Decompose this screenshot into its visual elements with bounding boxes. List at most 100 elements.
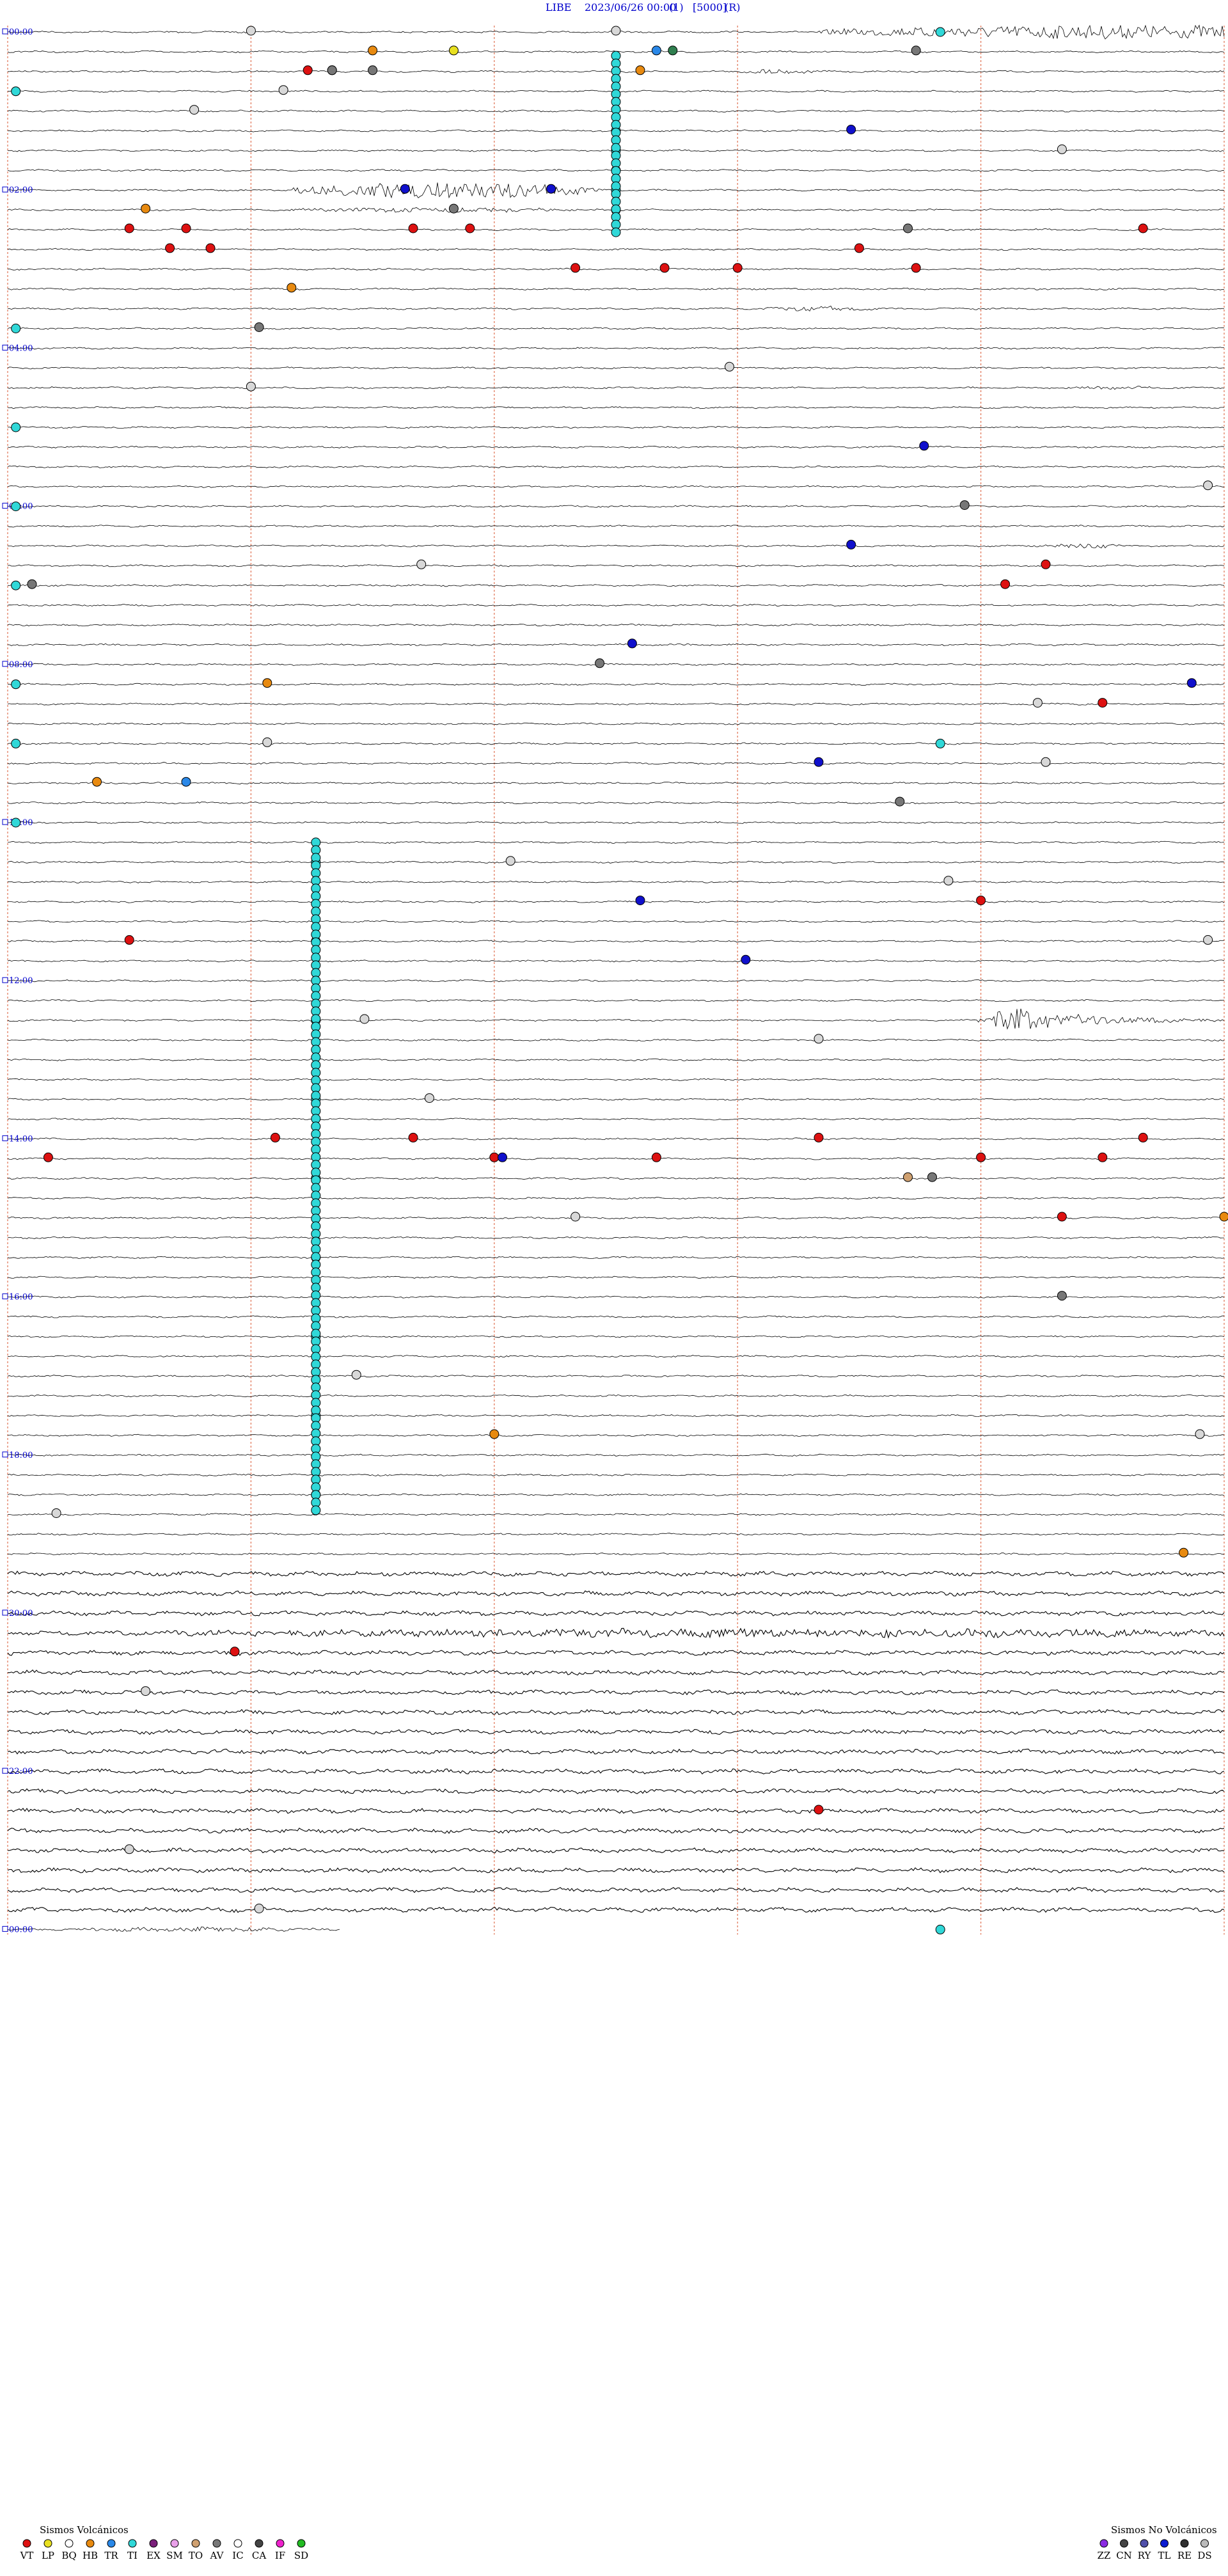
trace-row-18	[7, 386, 1225, 390]
trace-row-65	[7, 1315, 1225, 1318]
time-label-12: 00:00	[9, 1925, 33, 1934]
event-ic-118	[1057, 144, 1067, 154]
event-hb-78	[262, 678, 272, 688]
event-hb-75	[635, 65, 645, 75]
trace-row-63	[7, 1276, 1225, 1279]
legend-volcanic-swatch-ti	[128, 2539, 137, 2548]
event-av-93	[959, 500, 970, 510]
trace-row-52	[7, 1058, 1225, 1061]
event-av-96	[895, 796, 905, 807]
event-vt-12	[205, 243, 216, 253]
trace-row-74	[7, 1493, 1225, 1496]
trace-row-71	[7, 1434, 1225, 1437]
trace-row-90	[7, 1808, 1225, 1814]
trace-row-58	[7, 1177, 1225, 1180]
event-ca-107	[1186, 678, 1197, 688]
event-ti-68	[11, 324, 21, 333]
trace-row-30	[7, 623, 1225, 627]
trace-row-50	[7, 1008, 1225, 1030]
header-station: LIBE	[546, 1, 571, 13]
legend-non-volcanic-label-cn: CN	[1116, 2550, 1132, 2561]
trace-row-40	[7, 821, 1225, 825]
event-ic-120	[246, 381, 256, 391]
trace-row-53	[7, 1078, 1225, 1081]
time-label-0: 00:00	[9, 28, 33, 37]
trace-row-73	[7, 1473, 1225, 1476]
event-vt-38	[814, 1805, 824, 1815]
event-pd-142	[668, 45, 678, 56]
event-vt-14	[465, 223, 475, 233]
trace-row-87	[7, 1748, 1225, 1755]
event-hb-6	[368, 45, 378, 56]
event-ic-119	[725, 361, 734, 372]
event-vt-16	[659, 263, 670, 273]
legend-volcanic-label-bq: BQ	[61, 2550, 76, 2561]
event-ic-136	[51, 1508, 61, 1518]
time-label-10: 20:00	[9, 1609, 33, 1618]
event-ti-59	[935, 1924, 945, 1934]
trace-row-15	[7, 327, 1225, 330]
event-hb-76	[141, 203, 151, 214]
time-label-box-4	[2, 661, 8, 667]
trace-row-27	[7, 564, 1225, 567]
trace-row-33	[7, 683, 1225, 686]
trace-row-60	[7, 1216, 1225, 1220]
trace-row-44	[8, 900, 1225, 903]
trace-row-59	[7, 1196, 1225, 1200]
time-label-box-7	[2, 1135, 8, 1141]
trace-row-22	[7, 465, 1225, 468]
legend-volcanic-swatch-lp	[43, 2539, 52, 2548]
event-vt-33	[976, 896, 986, 906]
event-ti-74	[11, 818, 21, 828]
event-hb-77	[287, 283, 297, 293]
time-label-4: 08:00	[9, 660, 33, 670]
event-vt-7	[303, 65, 313, 75]
event-vt-36	[1057, 1212, 1067, 1222]
trace-row-91	[7, 1828, 1225, 1834]
event-vt-10	[181, 223, 191, 233]
event-vt-18	[854, 243, 864, 253]
event-ic-135	[1195, 1429, 1205, 1439]
trace-row-31	[7, 643, 1225, 646]
trace-row-88	[7, 1768, 1225, 1775]
legend-non-volcanic-label-ds: DS	[1197, 2550, 1211, 2561]
trace-row-89	[7, 1788, 1225, 1794]
event-ic-131	[424, 1093, 434, 1103]
trace-row-13	[7, 287, 1225, 290]
event-vt-15	[571, 263, 581, 273]
legend-volcanic-label-ex: EX	[146, 2550, 161, 2561]
trace-row-16	[7, 347, 1225, 350]
event-ca-102	[400, 184, 410, 194]
trace-row-94	[7, 1886, 1225, 1893]
legend-volcanic-label-ca: CA	[252, 2550, 266, 2561]
event-ic-140	[124, 1844, 134, 1854]
event-ti-58	[935, 738, 945, 748]
trace-row-11	[7, 248, 1225, 251]
event-tr-88	[181, 777, 191, 787]
event-ic-121	[1203, 480, 1213, 491]
event-tr-5	[651, 45, 661, 56]
trace-row-75	[8, 1513, 1225, 1516]
trace-row-42	[7, 860, 1225, 864]
event-av-95	[595, 658, 605, 668]
event-vt-9	[124, 223, 134, 233]
trace-row-49	[7, 999, 1225, 1002]
trace-row-17	[7, 367, 1225, 370]
legend-volcanic-swatch-sd	[297, 2539, 306, 2548]
trace-row-86	[7, 1728, 1225, 1735]
legend-non-volcanic-title: Sismos No Volcánicos	[1111, 2524, 1217, 2536]
event-ic-130	[814, 1034, 824, 1044]
event-to-144	[903, 1172, 913, 1182]
legend-volcanic-label-sm: SM	[166, 2550, 183, 2561]
event-ca-105	[846, 539, 856, 549]
event-ca-106	[627, 638, 637, 649]
trace-row-14	[7, 305, 1225, 312]
header-channel: (1)	[669, 1, 684, 13]
legend-non-volcanic-swatch-tl	[1160, 2539, 1169, 2548]
legend-non-volcanic-label-tl: TL	[1158, 2550, 1171, 2561]
header-mode: (R)	[725, 1, 741, 13]
event-vt-28	[1138, 1132, 1148, 1142]
trace-row-83	[7, 1669, 1225, 1676]
event-hb-79	[92, 777, 102, 787]
